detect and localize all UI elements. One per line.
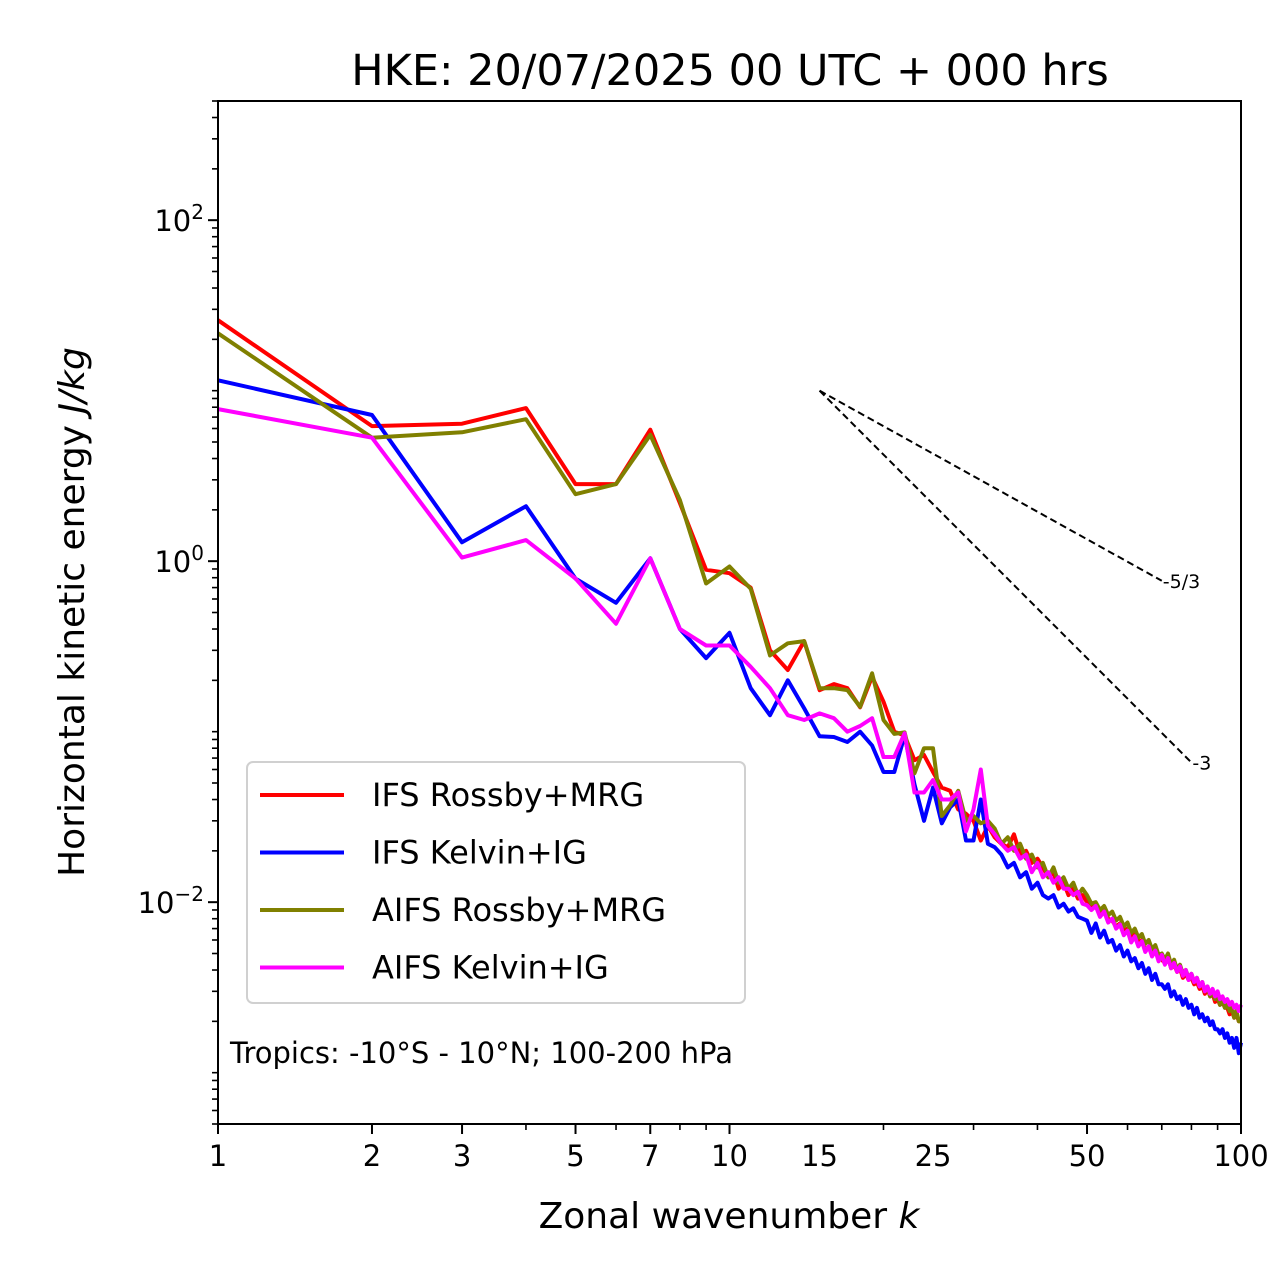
x-axis-label-text: Zonal wavenumber xyxy=(539,1196,888,1237)
y-tick-label: 10−2 xyxy=(138,882,204,920)
reference-line-label: -5/3 xyxy=(1163,571,1200,593)
y-tick-label: 100 xyxy=(154,541,204,579)
legend: IFS Rossby+MRG IFS Kelvin+IG AIFS Rossby+M… xyxy=(246,761,746,1004)
reference-lines: -5/3 -3 xyxy=(818,389,1211,775)
x-tick-labels: 1 2 3 5 7 10 15 25 50 100 xyxy=(209,1139,1269,1173)
y-tick-labels: 102 100 10−2 xyxy=(138,200,204,920)
legend-label: IFS Kelvin+IG xyxy=(372,834,587,872)
y-axis-label-units: J/kg xyxy=(52,347,93,419)
legend-box xyxy=(246,761,746,1004)
x-axis-label-var: k xyxy=(899,1196,922,1237)
legend-label: AIFS Kelvin+IG xyxy=(372,949,609,987)
region-annotation: Tropics: -10°S - 10°N; 100-200 hPa xyxy=(229,1036,733,1070)
x-tick-label: 15 xyxy=(801,1139,838,1173)
x-axis-label: Zonal wavenumber k xyxy=(539,1196,922,1237)
x-tick-label: 10 xyxy=(711,1139,748,1173)
series-line-aifs-kelvin-ig xyxy=(217,407,1243,1013)
series-line-ifs-kelvin-ig xyxy=(217,378,1243,1056)
x-tick-label: 1 xyxy=(209,1139,227,1173)
legend-label: IFS Rossby+MRG xyxy=(372,776,644,814)
y-axis-label-text: Horizontal kinetic energy xyxy=(52,425,93,877)
x-tick-label: 5 xyxy=(566,1139,584,1173)
series-lines xyxy=(216,318,1243,1056)
reference-line-label: -3 xyxy=(1192,753,1211,775)
y-axis-label: Horizontal kinetic energy J/kg xyxy=(52,347,93,877)
x-tick-label: 100 xyxy=(1213,1139,1268,1173)
y-tick-label: 102 xyxy=(154,200,204,238)
plot-frame xyxy=(217,100,1242,1125)
x-tick-label: 50 xyxy=(1069,1139,1106,1173)
legend-label: AIFS Rossby+MRG xyxy=(372,891,666,929)
x-tick-label: 3 xyxy=(453,1139,471,1173)
chart-title: HKE: 20/07/2025 00 UTC + 000 hrs xyxy=(351,46,1108,96)
x-tick-label: 7 xyxy=(641,1139,659,1173)
x-tick-label: 2 xyxy=(363,1139,381,1173)
x-tick-label: 25 xyxy=(915,1139,952,1173)
